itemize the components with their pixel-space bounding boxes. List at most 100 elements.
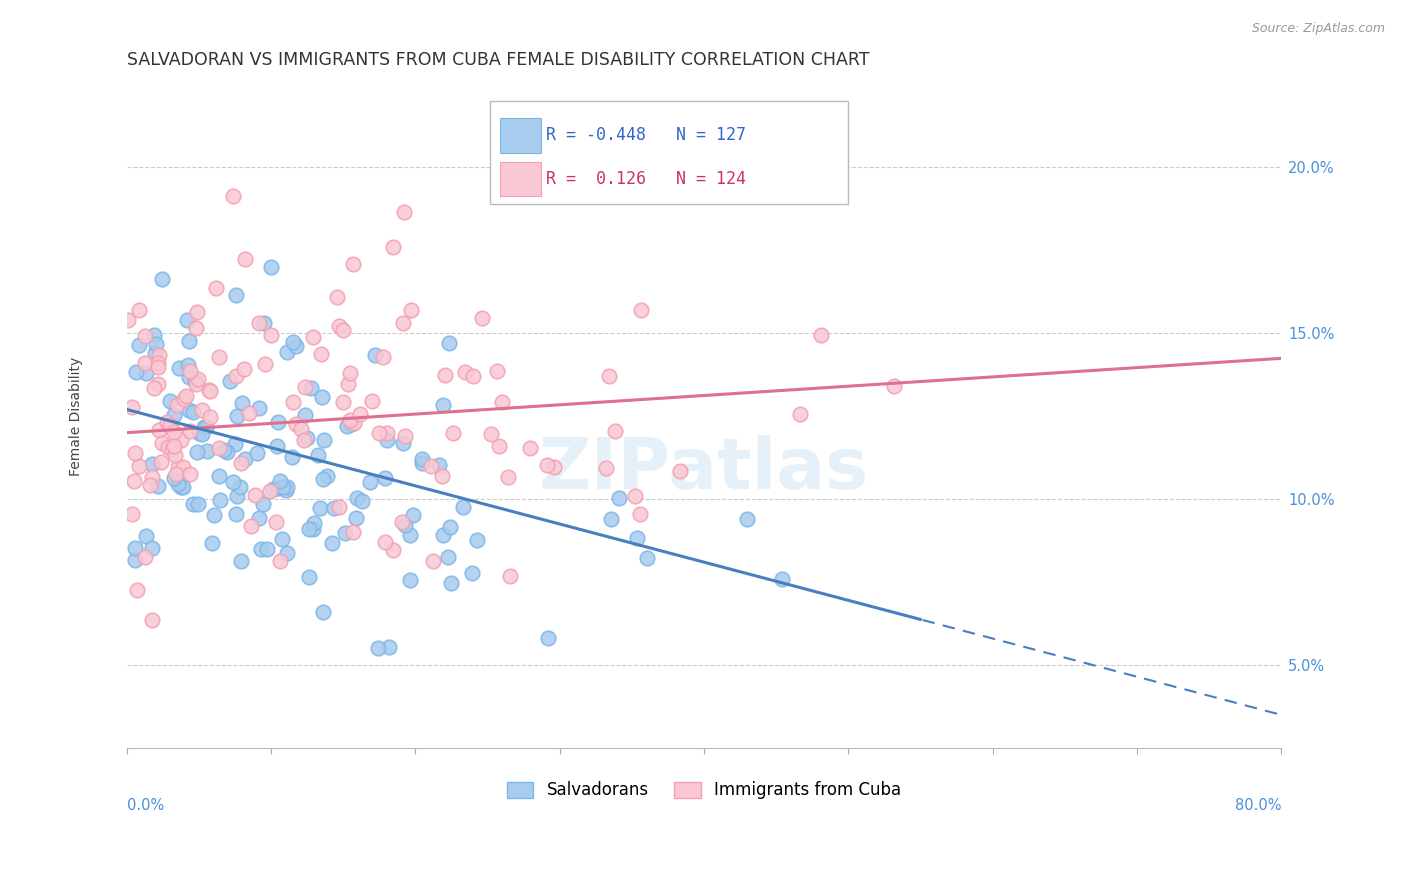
Point (537, 631, 560, 645)
Point (294, 408, 316, 422)
Point (364, 348, 387, 362)
Point (252, 497, 274, 511)
Point (266, 415, 288, 429)
Point (299, 381, 322, 395)
Text: 80.0%: 80.0% (1234, 797, 1281, 813)
Point (186, 305, 208, 319)
Point (422, 554, 444, 568)
Point (302, 522, 325, 536)
Point (309, 500, 332, 515)
Point (789, 407, 811, 421)
Point (128, 303, 150, 318)
Text: Female Disability: Female Disability (69, 357, 83, 475)
Point (432, 528, 454, 542)
Point (294, 379, 316, 393)
Text: 0.0%: 0.0% (127, 797, 165, 813)
Point (167, 360, 190, 375)
Point (312, 472, 335, 486)
Point (439, 519, 461, 533)
Point (148, 423, 170, 437)
Point (342, 257, 364, 271)
Point (225, 507, 247, 521)
Point (177, 358, 200, 372)
Point (134, 549, 156, 564)
Point (233, 252, 256, 267)
Point (374, 535, 396, 549)
Point (598, 369, 620, 384)
Point (141, 613, 163, 627)
Point (146, 357, 169, 371)
Point (172, 480, 194, 494)
Point (398, 528, 420, 542)
Point (184, 321, 207, 335)
Point (467, 533, 489, 547)
Point (183, 405, 205, 419)
Point (337, 377, 360, 392)
Point (333, 526, 356, 541)
Point (411, 451, 433, 466)
Point (499, 569, 522, 583)
Point (543, 460, 565, 475)
Point (163, 471, 186, 485)
Point (231, 396, 253, 410)
Point (146, 376, 169, 391)
Point (163, 439, 186, 453)
Point (398, 573, 420, 587)
Point (271, 532, 294, 546)
Point (201, 535, 224, 549)
Point (128, 338, 150, 352)
Point (312, 606, 335, 620)
Point (375, 426, 398, 441)
Point (197, 383, 219, 397)
Point (883, 379, 905, 393)
Point (165, 467, 187, 482)
Point (165, 448, 187, 462)
Point (169, 433, 191, 447)
Point (231, 456, 253, 470)
Point (328, 500, 350, 514)
Point (212, 442, 235, 457)
Point (402, 508, 425, 523)
Point (343, 416, 366, 430)
Point (166, 471, 188, 485)
Point (276, 546, 298, 560)
Point (399, 303, 422, 318)
Point (298, 522, 321, 536)
Point (225, 490, 247, 504)
Point (238, 406, 260, 420)
Point (141, 541, 163, 555)
Point (378, 640, 401, 654)
Point (184, 374, 207, 388)
Point (135, 529, 157, 543)
Point (162, 442, 184, 456)
Legend: Salvadorans, Immigrants from Cuba: Salvadorans, Immigrants from Cuba (501, 775, 908, 806)
Point (205, 281, 228, 295)
Point (125, 583, 148, 598)
Point (202, 508, 225, 522)
Point (439, 336, 461, 351)
Point (371, 351, 394, 365)
Text: R = -0.448   N = 127: R = -0.448 N = 127 (546, 127, 745, 145)
Point (269, 474, 291, 488)
Point (301, 330, 323, 344)
Point (360, 393, 382, 408)
Point (224, 437, 246, 451)
Point (323, 500, 346, 515)
Point (159, 394, 181, 409)
Point (124, 446, 146, 460)
Point (295, 431, 318, 445)
Point (260, 328, 283, 343)
Point (195, 420, 218, 434)
Point (391, 515, 413, 529)
Text: SALVADORAN VS IMMIGRANTS FROM CUBA FEMALE DISABILITY CORRELATION CHART: SALVADORAN VS IMMIGRANTS FROM CUBA FEMAL… (127, 51, 869, 69)
Point (437, 550, 460, 565)
Point (281, 335, 304, 350)
Point (166, 476, 188, 491)
Point (247, 316, 270, 330)
Point (160, 420, 183, 434)
Point (141, 458, 163, 472)
Point (359, 475, 381, 489)
Point (315, 469, 337, 483)
Point (176, 313, 198, 327)
Point (198, 384, 221, 398)
